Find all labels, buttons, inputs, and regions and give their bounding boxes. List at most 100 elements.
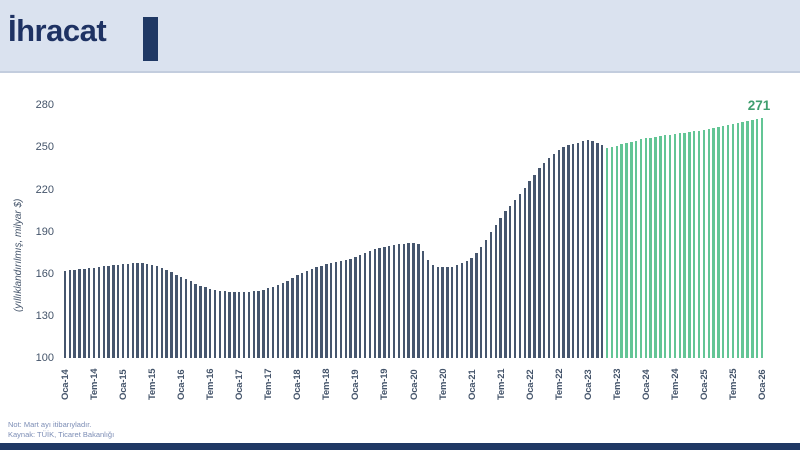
x-tick-label: Tem-24 xyxy=(669,368,681,400)
bar xyxy=(262,289,265,358)
x-tick-label: Tem-25 xyxy=(727,368,739,400)
bar xyxy=(673,134,677,358)
bar xyxy=(436,266,439,358)
bar xyxy=(383,246,386,358)
x-tick-label: Oca-18 xyxy=(292,369,304,401)
bar xyxy=(417,244,420,358)
bar xyxy=(291,277,294,358)
bar xyxy=(276,285,280,358)
footnotes: Not: Mart ayı itibarıyladır. Kaynak: TÜİ… xyxy=(8,420,114,440)
bar xyxy=(722,125,725,358)
x-tick-label: Oca-19 xyxy=(350,369,362,401)
x-tick-label: Tem-19 xyxy=(379,368,391,400)
bar xyxy=(344,260,347,358)
x-tick-label: Oca-21 xyxy=(466,369,478,401)
x-tick-label: Oca-14 xyxy=(60,369,71,401)
bar xyxy=(194,283,197,358)
bar xyxy=(310,269,314,358)
bar xyxy=(717,126,720,358)
bar xyxy=(412,242,415,358)
bar xyxy=(296,275,299,358)
bar xyxy=(538,168,541,358)
bar xyxy=(644,138,648,358)
bar xyxy=(334,261,338,358)
bar xyxy=(238,292,241,358)
bar xyxy=(659,136,662,358)
bottom-accent-bar xyxy=(0,443,800,450)
bar xyxy=(668,134,672,358)
bar xyxy=(117,264,120,358)
bar xyxy=(92,267,96,358)
bar xyxy=(223,291,226,358)
note-line: Not: Mart ayı itibarıyladır. xyxy=(8,420,92,429)
bar xyxy=(557,150,560,358)
y-axis-title: (yıllıklandırılmış, milyar $) xyxy=(13,198,24,312)
bar xyxy=(397,244,401,358)
x-tick-label: Oca-24 xyxy=(640,369,652,401)
source-line: Kaynak: TÜİK, Ticaret Bakanlığı xyxy=(8,430,115,439)
bar xyxy=(615,145,618,358)
bar xyxy=(697,130,701,358)
x-tick-label: Oca-17 xyxy=(234,369,246,401)
bar xyxy=(513,200,517,358)
bar xyxy=(726,124,730,358)
bar xyxy=(146,263,149,358)
bar xyxy=(281,282,284,358)
bar xyxy=(73,269,76,358)
bar xyxy=(136,263,139,358)
y-tick-label: 130 xyxy=(35,309,54,322)
bar xyxy=(499,217,502,358)
bar xyxy=(480,247,483,358)
bar xyxy=(160,268,163,358)
x-tick-label: Oca-26 xyxy=(757,369,768,401)
bar xyxy=(601,144,604,358)
bar xyxy=(586,140,589,358)
bar xyxy=(547,157,551,358)
bar xyxy=(407,243,410,358)
x-tick-label: Tem-22 xyxy=(553,368,565,400)
bar xyxy=(121,264,125,358)
bar xyxy=(252,291,255,358)
bar xyxy=(68,270,72,358)
x-tick-label: Oca-15 xyxy=(118,369,130,401)
bar xyxy=(533,174,536,358)
bar xyxy=(271,286,275,358)
bar xyxy=(504,211,507,358)
bar xyxy=(354,256,357,358)
bar xyxy=(209,288,212,358)
bar xyxy=(528,181,531,358)
bar xyxy=(475,253,478,358)
bar xyxy=(305,270,309,358)
bar xyxy=(523,188,527,358)
x-tick-label: Tem-17 xyxy=(263,368,275,400)
bar xyxy=(421,251,425,358)
bar xyxy=(596,142,599,358)
bar xyxy=(175,274,178,358)
bar xyxy=(112,265,115,358)
bar xyxy=(760,117,764,358)
bar xyxy=(470,258,473,358)
bar xyxy=(576,142,580,358)
page-title: İhracat xyxy=(8,13,107,48)
y-tick-label: 100 xyxy=(35,352,54,364)
bar xyxy=(441,267,444,358)
bar xyxy=(620,144,623,358)
bar xyxy=(446,267,449,358)
bar xyxy=(572,143,575,358)
bar xyxy=(402,243,405,358)
bar xyxy=(746,120,749,358)
bar xyxy=(707,128,710,358)
bar xyxy=(330,263,333,358)
bar xyxy=(392,245,396,358)
x-tick-label: Oca-25 xyxy=(698,369,710,401)
bar xyxy=(489,232,493,358)
bar xyxy=(388,245,391,358)
bar xyxy=(315,267,318,358)
bar xyxy=(63,270,67,358)
bar xyxy=(286,280,289,358)
bar xyxy=(339,261,343,358)
bar xyxy=(213,289,217,358)
bar xyxy=(605,148,609,358)
x-tick-label: Oca-20 xyxy=(408,369,420,401)
bar xyxy=(368,250,372,358)
